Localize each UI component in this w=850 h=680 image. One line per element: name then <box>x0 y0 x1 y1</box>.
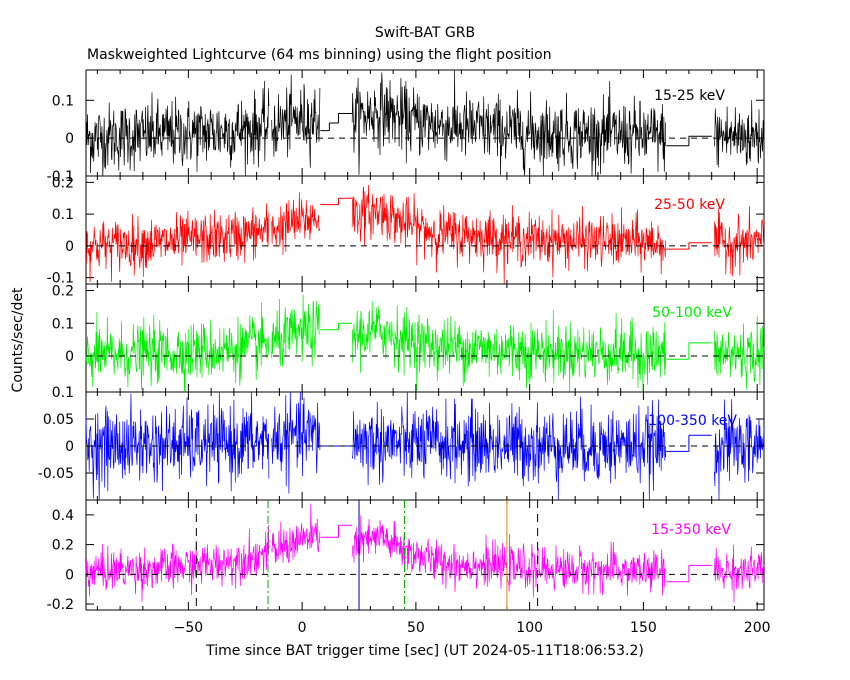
panel-25-50: 0.2 0.1 0 -0.1 25-50 keV <box>47 175 765 287</box>
y-tick-label: 0 <box>65 239 74 255</box>
x-axis-label: Time since BAT trigger time [sec] (UT 20… <box>205 643 644 659</box>
y-tick-label: -0.2 <box>47 597 74 613</box>
band-label: 15-350 keV <box>651 522 731 538</box>
panel-15-350: 0.4 0.2 0 -0.2 15-350 keV <box>47 499 765 613</box>
lightcurve-series <box>85 294 765 393</box>
x-tick-label: 100 <box>516 620 543 636</box>
panel-15-25: 0.1 0 -0.1 15-25 keV <box>47 69 765 185</box>
y-tick-label: -0.1 <box>47 271 74 287</box>
lightcurve-series <box>85 391 765 501</box>
y-tick-label: -0.05 <box>38 466 74 482</box>
lightcurve-series <box>85 503 765 603</box>
y-tick-label: -0.1 <box>47 169 74 185</box>
y-tick-label: 0 <box>65 131 74 147</box>
x-tick-label: −50 <box>174 620 204 636</box>
lightcurve-series <box>85 184 765 285</box>
y-tick-label: 0.1 <box>52 207 74 223</box>
panel-frame <box>85 499 765 611</box>
binned-steps <box>320 113 712 147</box>
x-tick-label: 50 <box>407 620 425 636</box>
y-axis-label: Counts/sec/det <box>10 287 26 392</box>
band-label: 15-25 keV <box>654 88 725 104</box>
x-tick-label: 200 <box>744 620 771 636</box>
panel-50-100: 0.2 0.1 0 50-100 keV <box>52 283 765 393</box>
y-tick-label: 0.2 <box>52 175 74 191</box>
y-tick-label: 0.4 <box>52 508 74 524</box>
y-tick-label: 0 <box>65 439 74 455</box>
y-tick-label: 0.2 <box>52 538 74 554</box>
x-tick-label: 150 <box>630 620 657 636</box>
figure-title: Swift-BAT GRB <box>375 25 475 41</box>
binned-steps <box>320 524 712 583</box>
y-tick-label: 0 <box>65 567 74 583</box>
binned-steps <box>320 322 712 360</box>
band-label: 25-50 keV <box>654 197 725 213</box>
lightcurve-series <box>85 70 765 177</box>
binned-steps <box>320 434 712 452</box>
y-tick-label: 0.1 <box>52 316 74 332</box>
y-tick-label: 0.2 <box>52 284 74 300</box>
x-tick-label: 0 <box>298 620 307 636</box>
y-tick-label: 0 <box>65 349 74 365</box>
band-label: 50-100 keV <box>652 305 732 321</box>
y-tick-label: 0.1 <box>52 93 74 109</box>
band-label: 100-350 keV <box>648 413 737 429</box>
y-tick-label: 0.05 <box>43 412 74 428</box>
figure-subtitle: Maskweighted Lightcurve (64 ms binning) … <box>87 47 552 63</box>
y-tick-label: 0.1 <box>52 385 74 401</box>
panel-100-350: 0.1 0.05 0 -0.05 100-350 keV <box>38 385 765 501</box>
panel-frame <box>85 283 765 393</box>
binned-steps <box>320 197 712 250</box>
